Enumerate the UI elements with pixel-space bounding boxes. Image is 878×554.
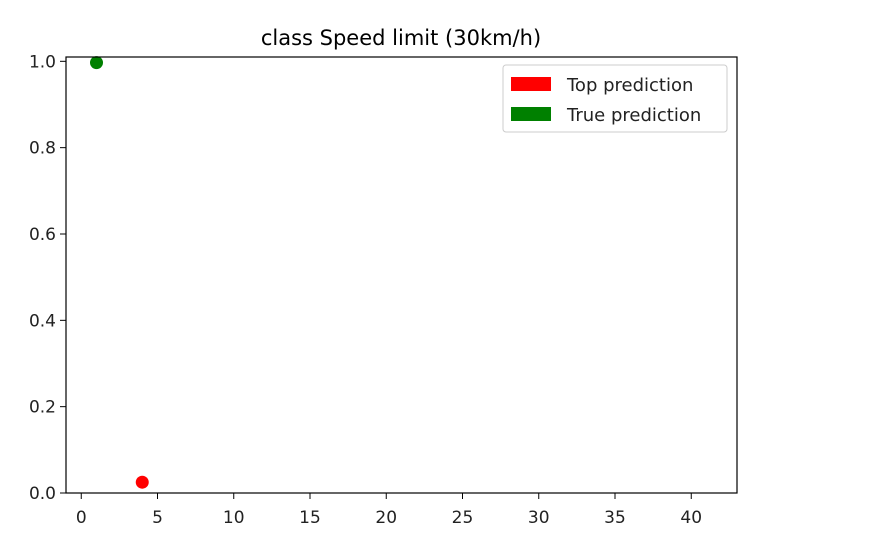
axes-frame (65, 56, 738, 494)
x-tick-label: 15 (299, 508, 321, 528)
y-tick-label: 0.8 (29, 139, 56, 159)
x-tick-label: 10 (223, 508, 245, 528)
x-tick-label: 0 (76, 508, 87, 528)
y-tick-label: 0.2 (29, 398, 56, 418)
data-point (135, 475, 149, 489)
legend-frame (502, 64, 728, 133)
y-tick-label: 0.6 (29, 225, 56, 245)
data-point (90, 56, 103, 70)
x-tick-label: 35 (604, 508, 626, 528)
x-tick-label: 25 (452, 508, 474, 528)
y-tick-label: 0.0 (29, 484, 56, 504)
legend-label: True prediction (566, 105, 701, 126)
plot-area: 0 5 10 15 20 25 30 35 40 0.0 0.2 0.4 0.6 0.8 1.0 (29, 52, 702, 528)
x-tick-label: 5 (152, 508, 163, 528)
x-tick-label: 40 (680, 508, 702, 528)
chart-title: class Speed limit (30km/h) (261, 26, 541, 50)
legend-label: Top prediction (566, 75, 693, 96)
y-tick-label: 1.0 (29, 52, 56, 72)
x-tick-label: 20 (375, 508, 397, 528)
legend: Top prediction True prediction (502, 64, 728, 133)
legend-swatch (511, 77, 551, 91)
x-tick-label: 30 (528, 508, 550, 528)
y-tick-label: 0.4 (29, 311, 56, 331)
legend-swatch (511, 107, 551, 121)
